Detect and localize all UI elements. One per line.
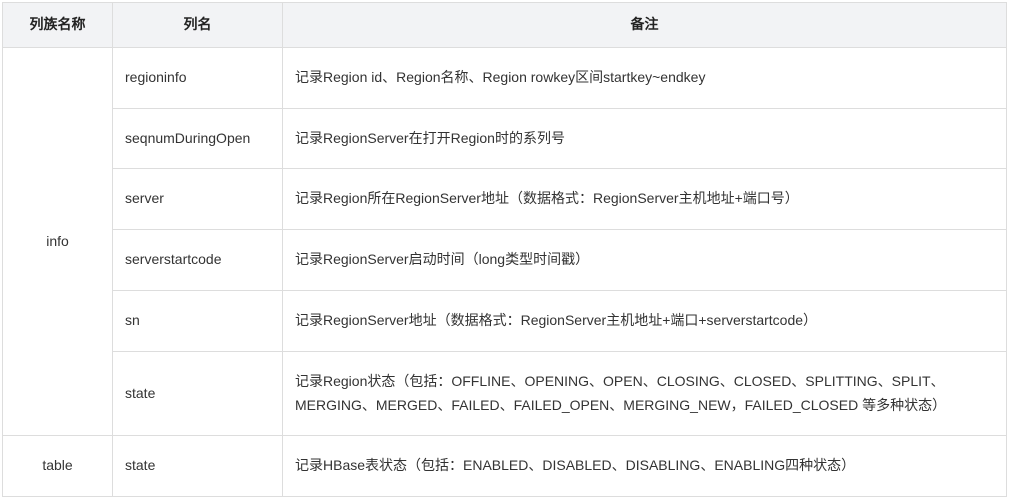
column-cell: state (113, 351, 283, 436)
table-row: seqnumDuringOpen 记录RegionServer在打开Region… (3, 108, 1007, 169)
note-cell: 记录RegionServer在打开Region时的系列号 (283, 108, 1007, 169)
column-cell: regioninfo (113, 47, 283, 108)
table-header-row: 列族名称 列名 备注 (3, 3, 1007, 48)
header-note: 备注 (283, 3, 1007, 48)
column-cell: server (113, 169, 283, 230)
hbase-meta-table: 列族名称 列名 备注 info regioninfo 记录Region id、R… (2, 2, 1007, 497)
column-cell: seqnumDuringOpen (113, 108, 283, 169)
table-body: info regioninfo 记录Region id、Region名称、Reg… (3, 47, 1007, 496)
family-cell-table: table (3, 436, 113, 497)
header-column: 列名 (113, 3, 283, 48)
note-cell: 记录RegionServer启动时间（long类型时间戳） (283, 230, 1007, 291)
table-row: server 记录Region所在RegionServer地址（数据格式：Reg… (3, 169, 1007, 230)
family-cell-info: info (3, 47, 113, 436)
column-cell: state (113, 436, 283, 497)
column-cell: serverstartcode (113, 230, 283, 291)
note-cell: 记录HBase表状态（包括：ENABLED、DISABLED、DISABLING… (283, 436, 1007, 497)
note-cell: 记录Region状态（包括：OFFLINE、OPENING、OPEN、CLOSI… (283, 351, 1007, 436)
note-cell: 记录RegionServer地址（数据格式：RegionServer主机地址+端… (283, 290, 1007, 351)
table-row: info regioninfo 记录Region id、Region名称、Reg… (3, 47, 1007, 108)
table-row: state 记录Region状态（包括：OFFLINE、OPENING、OPEN… (3, 351, 1007, 436)
header-family: 列族名称 (3, 3, 113, 48)
table-row: serverstartcode 记录RegionServer启动时间（long类… (3, 230, 1007, 291)
note-cell: 记录Region所在RegionServer地址（数据格式：RegionServ… (283, 169, 1007, 230)
table-row: sn 记录RegionServer地址（数据格式：RegionServer主机地… (3, 290, 1007, 351)
column-cell: sn (113, 290, 283, 351)
table-row: table state 记录HBase表状态（包括：ENABLED、DISABL… (3, 436, 1007, 497)
note-cell: 记录Region id、Region名称、Region rowkey区间star… (283, 47, 1007, 108)
